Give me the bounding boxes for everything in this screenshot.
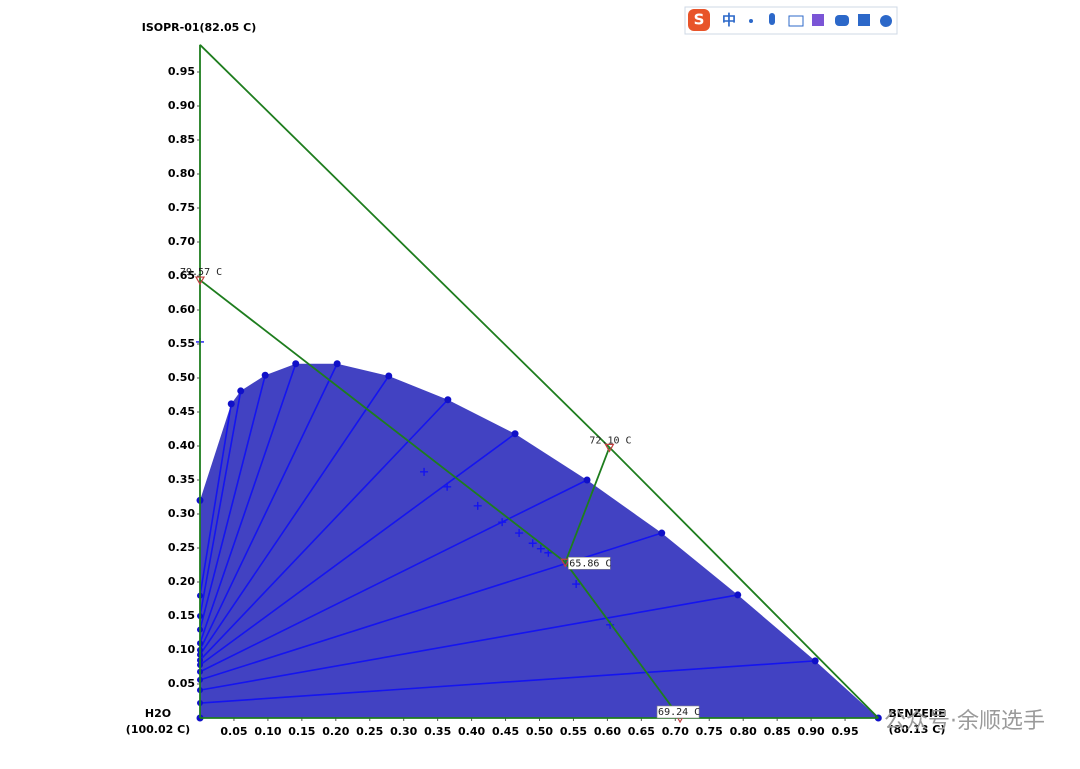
y-tick-label: 0.75 <box>168 201 195 214</box>
tie-end <box>261 371 269 379</box>
y-tick-label: 0.50 <box>168 371 195 384</box>
y-tick-label: 0.20 <box>168 575 195 588</box>
x-tick-label: 0.45 <box>492 725 519 738</box>
azeotrope-label: 79.57 C <box>180 267 222 278</box>
y-tick-label: 0.15 <box>168 609 195 622</box>
y-tick-label: 0.85 <box>168 133 195 146</box>
tie-end <box>292 360 300 368</box>
x-tick-label: 0.05 <box>220 725 247 738</box>
x-tick-label: 0.95 <box>831 725 858 738</box>
x-tick-label: 0.65 <box>628 725 655 738</box>
vertex-label: (100.02 C) <box>126 723 190 736</box>
y-tick-label: 0.45 <box>168 405 195 418</box>
toolbar-icon[interactable] <box>812 14 824 26</box>
x-tick-label: 0.40 <box>458 725 485 738</box>
azeotrope-label: 72.10 C <box>589 435 631 446</box>
y-tick-label: 0.65 <box>168 269 195 282</box>
x-tick-label: 0.50 <box>526 725 553 738</box>
tie-line <box>199 399 449 661</box>
cross-marker <box>420 467 429 476</box>
cross-marker <box>572 580 581 589</box>
binodal-region <box>200 363 879 718</box>
watermark: 公众号·余顺选手 <box>884 709 1045 734</box>
tie-end <box>385 372 393 380</box>
y-tick-label: 0.60 <box>168 303 195 316</box>
tie-line <box>199 433 516 666</box>
azeotrope-marker <box>560 558 571 568</box>
residue-curve <box>564 447 611 563</box>
y-tick-label: 0.95 <box>168 65 195 78</box>
tie-end <box>811 657 819 665</box>
toolbar-icon[interactable] <box>749 19 753 23</box>
x-tick-label: 0.15 <box>288 725 315 738</box>
azeotrope-label-box <box>568 556 611 570</box>
toolbar-logo[interactable]: S <box>694 11 705 29</box>
x-tick-label: 0.80 <box>730 725 757 738</box>
cross-marker <box>515 529 524 538</box>
tie-line <box>199 363 297 644</box>
y-tick-label: 0.40 <box>168 439 195 452</box>
vertex-label: H2O <box>145 707 171 720</box>
azeotrope-marker <box>194 276 206 286</box>
y-tick-label: 0.05 <box>168 677 195 690</box>
tie-line <box>199 594 738 691</box>
azeotrope-label: 65.86 C <box>569 558 611 569</box>
x-tick-label: 0.75 <box>696 725 723 738</box>
cross-marker <box>498 518 507 527</box>
toolbar-icon[interactable] <box>880 15 892 27</box>
x-tick-label: 0.20 <box>322 725 349 738</box>
x-tick-label: 0.85 <box>764 725 791 738</box>
tie-end <box>227 400 235 408</box>
y-tick-label: 0.80 <box>168 167 195 180</box>
toolbar: S 中 <box>684 6 898 35</box>
tie-line <box>199 390 242 617</box>
toolbar-logo-bg <box>688 9 710 31</box>
y-tick-label: 0.55 <box>168 337 195 350</box>
tie-end <box>444 396 452 404</box>
y-tick-label: 0.35 <box>168 473 195 486</box>
toolbar-icon[interactable] <box>835 15 849 26</box>
y-tick-label: 0.90 <box>168 99 195 112</box>
vertex-label: (80.13 C) <box>889 723 946 736</box>
azeotrope-marker <box>604 443 615 453</box>
tie-end <box>734 591 742 599</box>
chart-title: ISOPR-01(82.05 C) <box>142 21 257 34</box>
tie-line <box>199 660 816 704</box>
x-tick-label: 0.60 <box>594 725 621 738</box>
x-tick-label: 0.30 <box>390 725 417 738</box>
azeotrope-label-box <box>656 705 700 719</box>
y-tick-label: 0.70 <box>168 235 195 248</box>
toolbar-language[interactable]: 中 <box>722 12 736 29</box>
x-tick-label: 0.10 <box>254 725 281 738</box>
y-tick-label: 0.25 <box>168 541 195 554</box>
y-tick-label: 0.10 <box>168 643 195 656</box>
tie-end <box>511 430 519 438</box>
cross-marker <box>473 501 482 510</box>
azeotrope-label: 69.24 C <box>658 707 700 718</box>
y-tick-label: 0.30 <box>168 507 195 520</box>
tie-line <box>199 403 233 596</box>
tie-line <box>199 363 338 651</box>
x-tick-label: 0.70 <box>662 725 689 738</box>
x-tick-label: 0.55 <box>560 725 587 738</box>
tie-line <box>199 375 266 630</box>
tie-end <box>237 387 245 395</box>
cross-marker <box>443 482 452 491</box>
tie-end <box>583 476 591 484</box>
tie-line <box>199 375 390 656</box>
vertex-label: BENZENE <box>888 707 945 720</box>
cross-marker <box>536 544 545 553</box>
toolbar-icon[interactable] <box>858 14 870 26</box>
toolbar-icon[interactable] <box>788 15 804 27</box>
tie-line <box>199 479 588 673</box>
cross-marker <box>528 539 537 548</box>
tie-end <box>658 529 666 537</box>
x-tick-label: 0.90 <box>798 725 825 738</box>
tie-end <box>333 360 341 368</box>
toolbar-icon[interactable] <box>769 13 775 25</box>
x-tick-label: 0.35 <box>424 725 451 738</box>
x-tick-label: 0.25 <box>356 725 383 738</box>
